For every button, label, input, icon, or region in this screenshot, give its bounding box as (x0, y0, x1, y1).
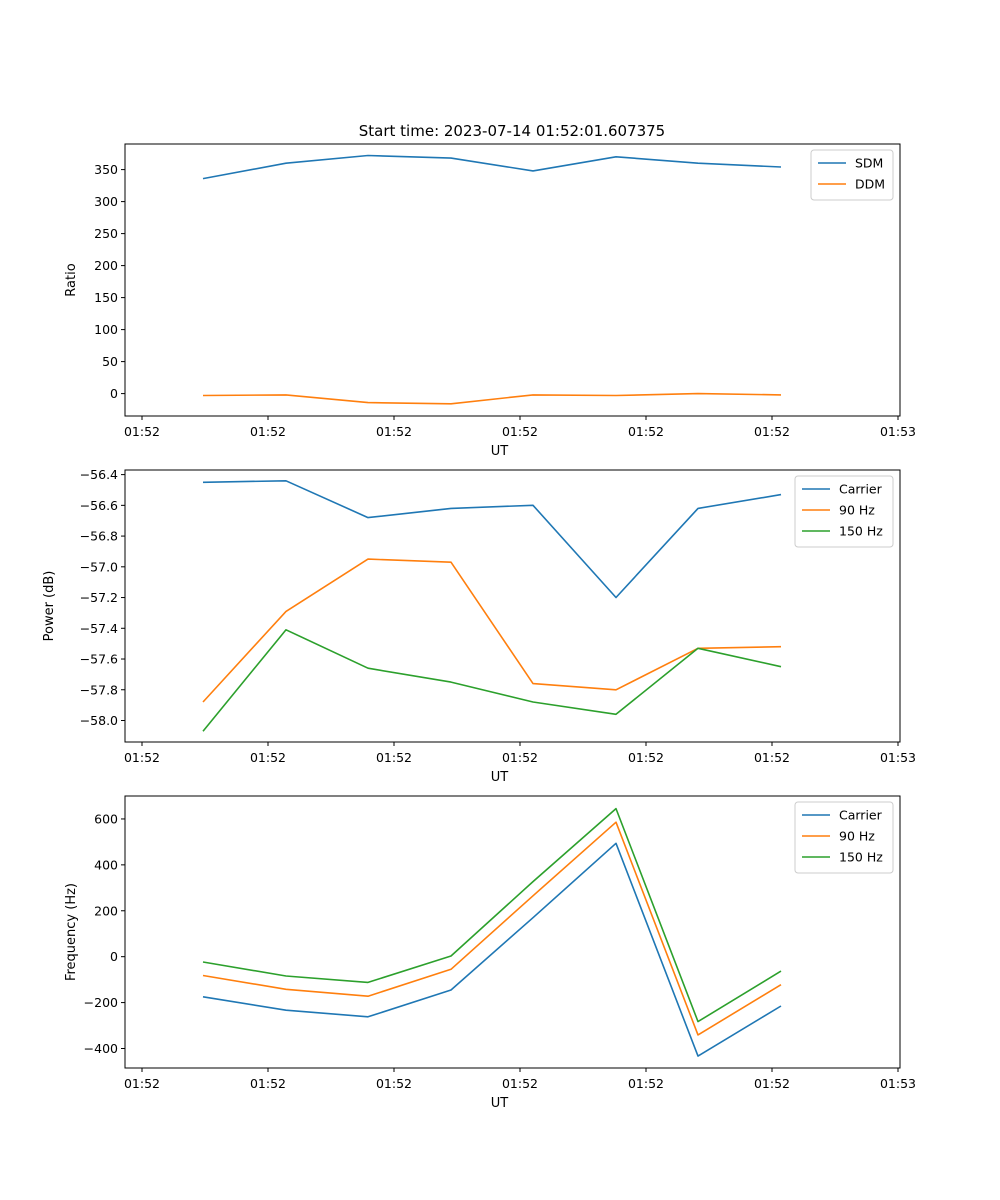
legend: SDM DDM (810, 149, 894, 201)
x-tick-label: 01:52 (376, 750, 412, 765)
x-tick-label: 01:52 (124, 1076, 160, 1091)
x-axis-label: UT (491, 444, 509, 459)
x-tick-label: 01:53 (880, 1076, 916, 1091)
legend-label: DDM (855, 177, 885, 192)
y-tick-label: 50 (102, 354, 118, 369)
x-axis-label: UT (491, 770, 509, 785)
series-line-150-hz (202, 628, 782, 732)
y-tick-label: −200 (84, 995, 118, 1010)
x-tick-label: 01:52 (250, 1076, 286, 1091)
legend-label: 150 Hz (839, 524, 883, 539)
legend: Carrier 90 Hz 150 Hz (794, 801, 894, 874)
x-tick-label: 01:52 (754, 750, 790, 765)
legend-label: Carrier (839, 808, 883, 823)
x-tick-label: 01:52 (502, 424, 538, 439)
y-tick-label: 150 (94, 290, 118, 305)
chart-panel-2: 01:52 01:52 01:52 01:52 01:52 01:52 01:53 UT −58… (42, 467, 916, 785)
x-tick-label: 01:52 (250, 750, 286, 765)
y-tick-label: 200 (94, 258, 118, 273)
y-tick-label: −58.0 (80, 713, 118, 728)
axes-frame (124, 795, 901, 1069)
x-tick-label: 01:53 (880, 750, 916, 765)
y-tick-label: −56.4 (80, 467, 118, 482)
legend-label: 90 Hz (839, 503, 875, 518)
x-tick-label: 01:52 (754, 1076, 790, 1091)
y-tick-label: −57.6 (80, 652, 118, 667)
x-tick-label: 01:52 (502, 1076, 538, 1091)
legend-label: Carrier (839, 482, 883, 497)
axes-frame (124, 143, 901, 417)
chart-panel-3: 01:52 01:52 01:52 01:52 01:52 01:52 01:53 UT −40… (64, 795, 916, 1111)
legend-box (794, 475, 894, 548)
y-tick-label: 0 (110, 949, 118, 964)
y-tick-label: −56.6 (80, 498, 118, 513)
y-tick-label: 300 (94, 194, 118, 209)
legend-label: 90 Hz (839, 829, 875, 844)
legend-box (794, 801, 894, 874)
series-line-150-hz (202, 807, 782, 1023)
y-tick-label: 200 (94, 903, 118, 918)
y-tick-label: −400 (84, 1041, 118, 1056)
y-tick-label: 250 (94, 226, 118, 241)
x-tick-label: 01:52 (754, 424, 790, 439)
x-tick-label: 01:52 (376, 424, 412, 439)
y-tick-label: 400 (94, 857, 118, 872)
x-tick-label: 01:52 (250, 424, 286, 439)
y-tick-label: −57.2 (80, 590, 118, 605)
legend: Carrier 90 Hz 150 Hz (794, 475, 894, 548)
y-tick-label: 100 (94, 322, 118, 337)
x-tick-label: 01:52 (124, 750, 160, 765)
x-axis-label: UT (491, 1096, 509, 1111)
series-line-carrier (202, 842, 782, 1057)
x-tick-label: 01:52 (628, 424, 664, 439)
series-line-ddm (202, 392, 782, 405)
x-tick-label: 01:52 (376, 1076, 412, 1091)
y-tick-label: 0 (110, 386, 118, 401)
axes-frame (124, 469, 901, 743)
y-axis-label: Frequency (Hz) (64, 883, 79, 981)
figure-title: Start time: 2023-07-14 01:52:01.607375 (359, 122, 665, 140)
y-tick-label: −56.8 (80, 529, 118, 544)
series-line-90-hz (202, 821, 782, 1036)
x-tick-label: 01:52 (124, 424, 160, 439)
y-tick-label: −57.8 (80, 682, 118, 697)
y-tick-label: −57.4 (80, 621, 118, 636)
series-line-sdm (202, 154, 782, 180)
legend-label: SDM (855, 156, 883, 171)
series-line-90-hz (202, 558, 782, 703)
legend-label: 150 Hz (839, 850, 883, 865)
chart-panel-1: 01:52 01:52 01:52 01:52 01:52 01:52 01:53 UT 0 50… (64, 143, 916, 459)
y-tick-label: 350 (94, 162, 118, 177)
y-tick-label: 600 (94, 811, 118, 826)
x-tick-label: 01:52 (502, 750, 538, 765)
y-tick-label: −57.0 (80, 559, 118, 574)
x-tick-label: 01:52 (628, 750, 664, 765)
y-axis-label: Power (dB) (42, 571, 57, 642)
series-line-carrier (202, 479, 782, 599)
y-axis-label: Ratio (64, 263, 79, 296)
x-tick-label: 01:52 (628, 1076, 664, 1091)
x-tick-label: 01:53 (880, 424, 916, 439)
